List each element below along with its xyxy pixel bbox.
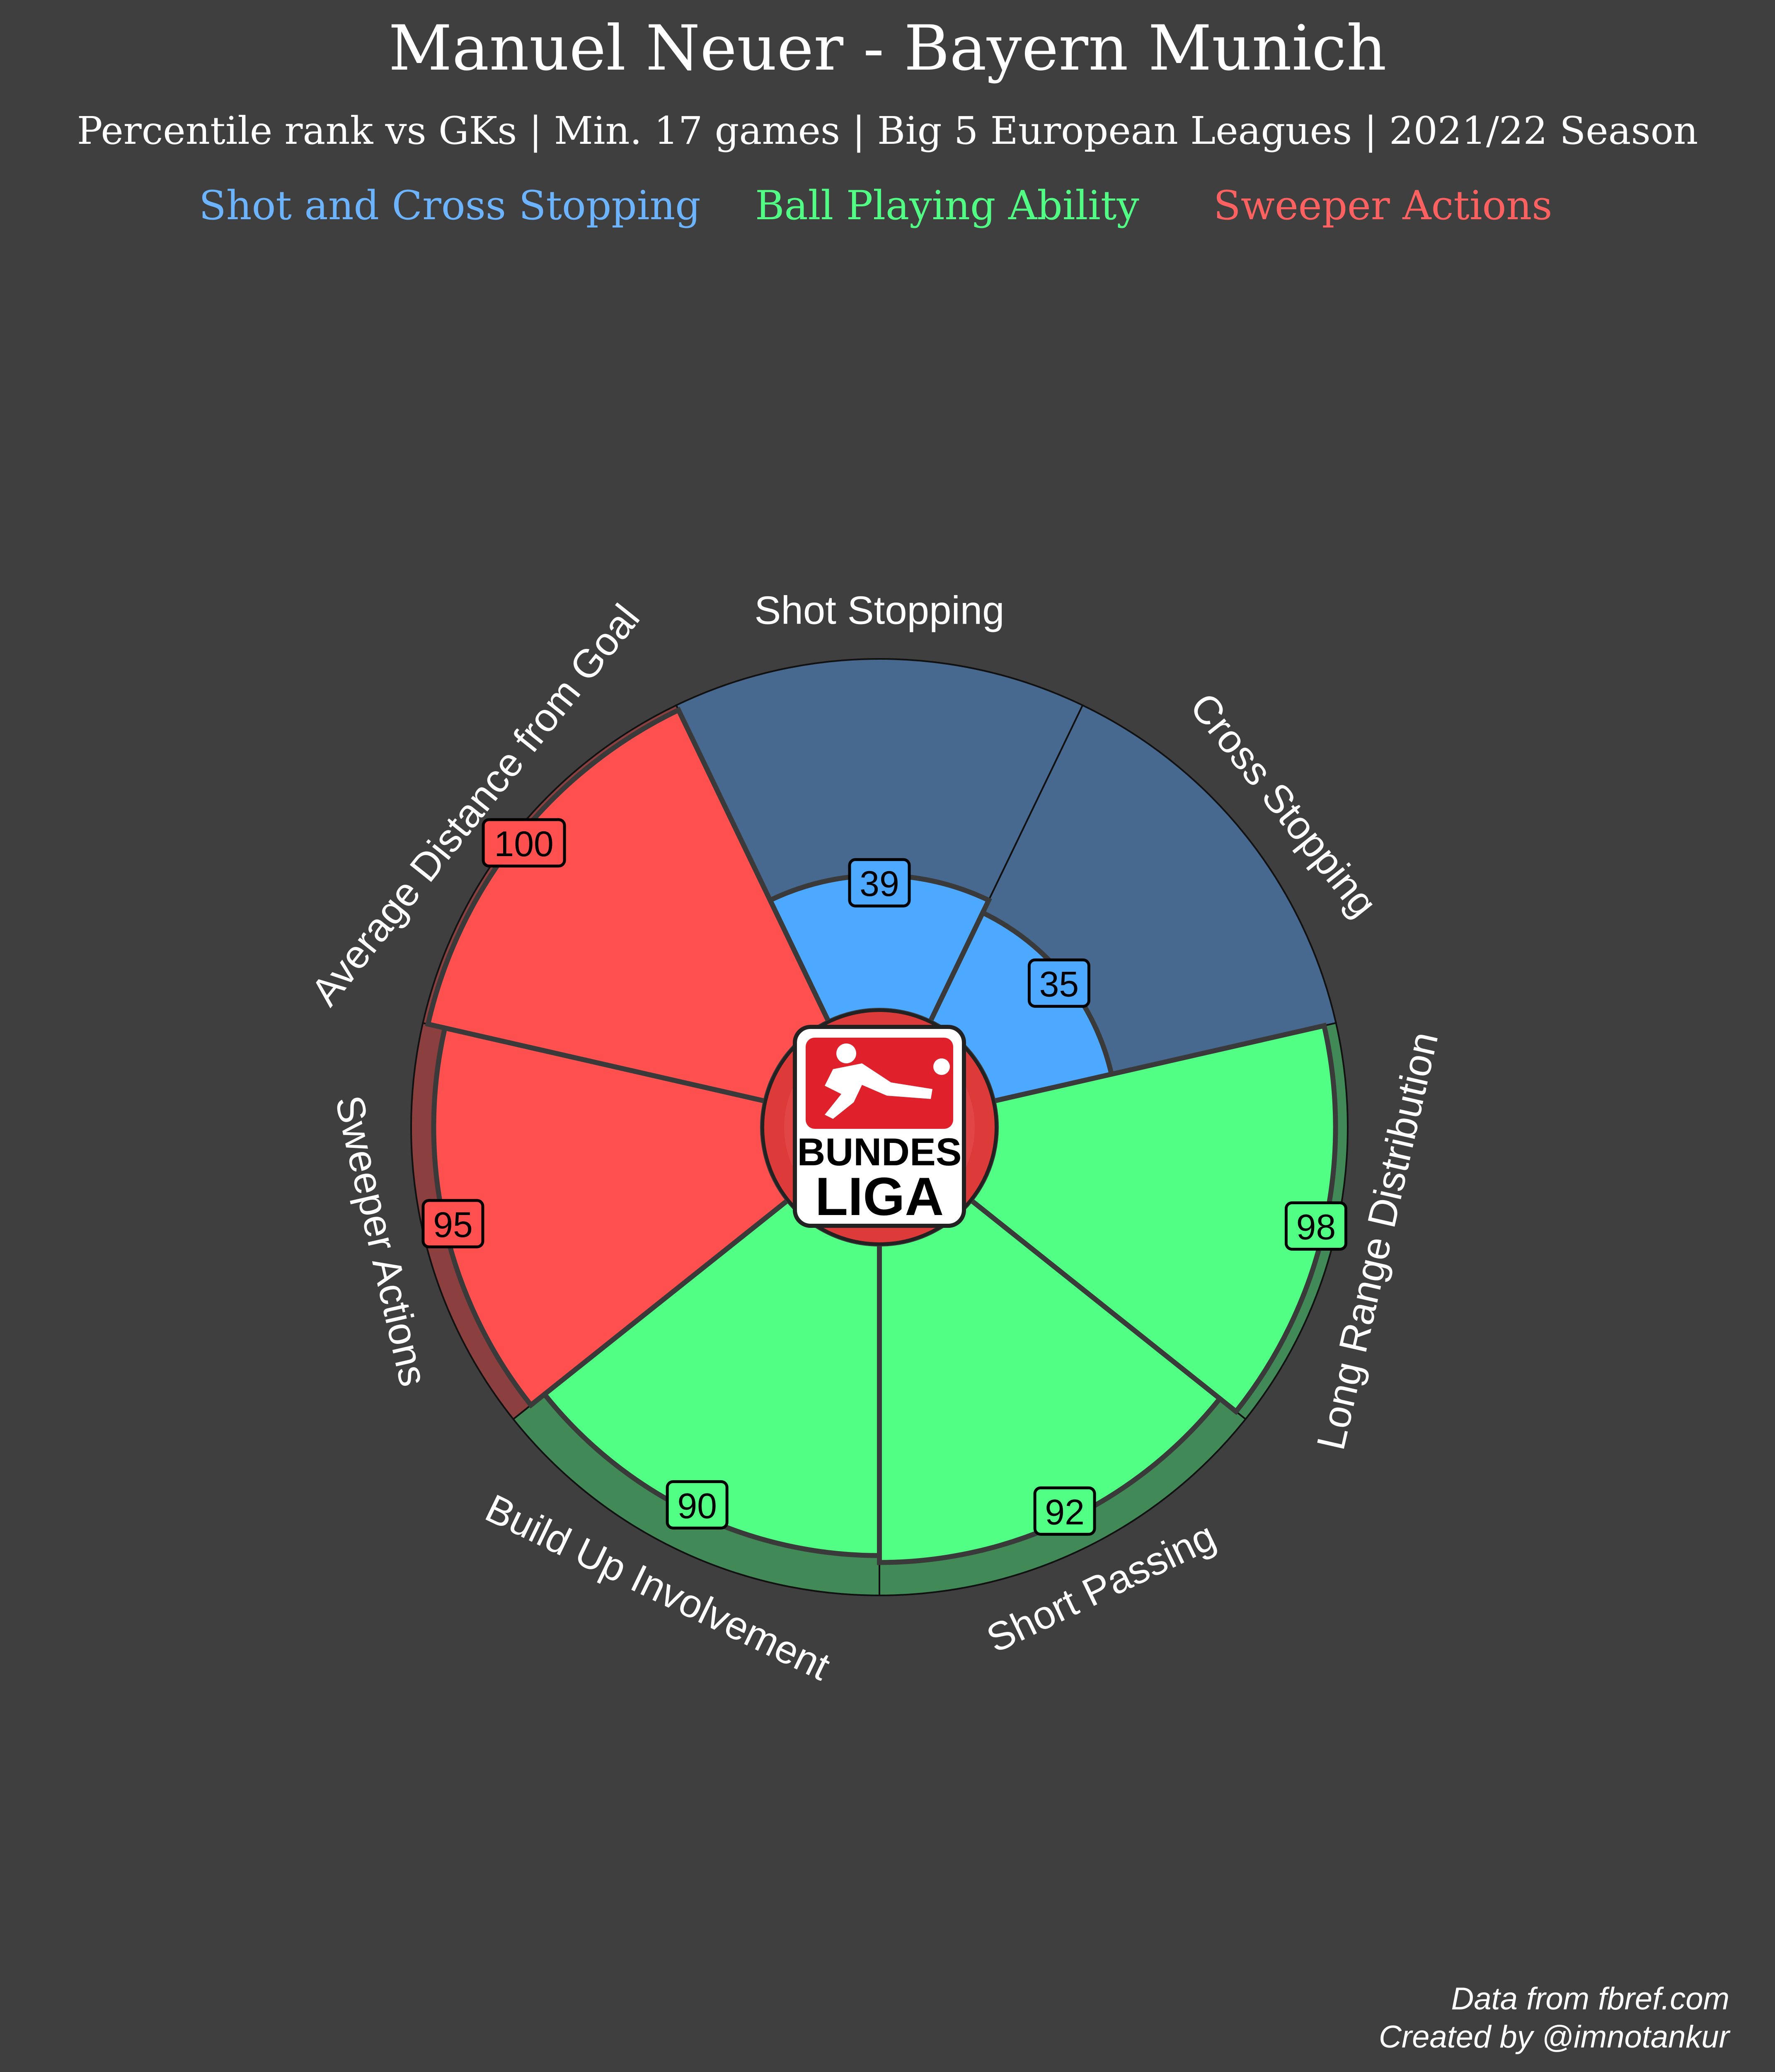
- value-label-cross-stopping: 35: [1027, 958, 1090, 1008]
- svg-text:98: 98: [1296, 1207, 1336, 1247]
- value-labels: 39 35 98 92 90 95 100: [421, 818, 1347, 1536]
- chart-subtitle: Percentile rank vs GKs | Min. 17 games |…: [77, 109, 1698, 153]
- footer-data-source: Data from fbref.com: [1451, 1981, 1729, 2016]
- legend-item-shot-cross-stopping: Shot and Cross Stopping: [199, 182, 701, 229]
- svg-text:95: 95: [433, 1205, 473, 1245]
- chart-title: Manuel Neuer - Bayern Munich: [388, 12, 1387, 85]
- value-label-build-up-involvement: 90: [666, 1480, 729, 1530]
- svg-text:90: 90: [677, 1486, 717, 1526]
- value-label-average-distance-from-goal: 100: [482, 818, 566, 868]
- value-bars: [425, 707, 1338, 1565]
- legend-item-sweeper-actions: Sweeper Actions: [1213, 182, 1552, 229]
- logo-text-liga: LIGA: [815, 1166, 944, 1227]
- svg-text:92: 92: [1045, 1492, 1085, 1532]
- logo-text-bundes: BUNDES: [797, 1130, 962, 1174]
- footer-credit: Created by @imnotankur: [1379, 2019, 1729, 2055]
- svg-text:35: 35: [1039, 964, 1079, 1004]
- value-label-short-passing: 92: [1033, 1486, 1096, 1536]
- value-label-sweeper-actions: 95: [421, 1199, 484, 1249]
- bundesliga-logo: BUNDES LIGA: [761, 1009, 998, 1246]
- svg-text:100: 100: [494, 824, 554, 864]
- value-label-shot-stopping: 39: [848, 858, 911, 908]
- category-label-shot-stopping: Shot Stopping: [754, 588, 1004, 632]
- player-silhouette-icon: [825, 1043, 950, 1119]
- value-label-long-range-distribution: 98: [1284, 1201, 1347, 1251]
- svg-text:39: 39: [860, 864, 899, 904]
- legend-item-ball-playing: Ball Playing Ability: [755, 182, 1139, 229]
